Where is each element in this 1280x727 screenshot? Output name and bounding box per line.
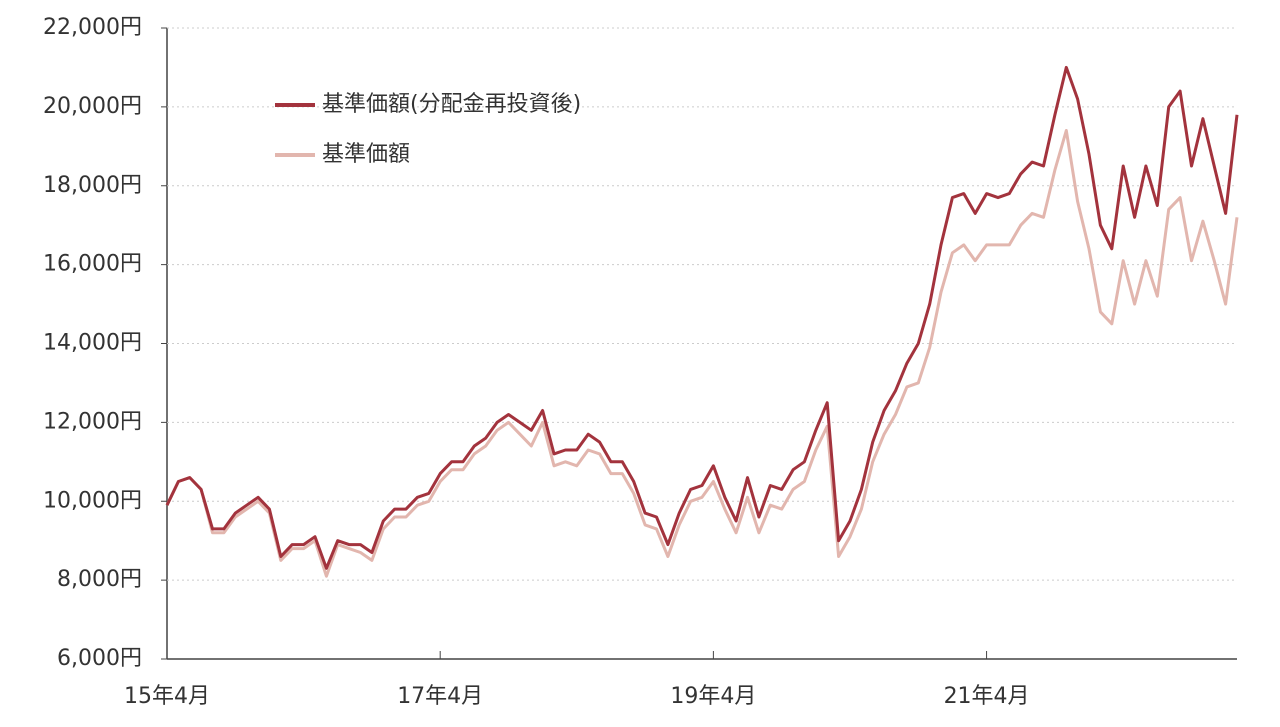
y-tick-label: 8,000円 xyxy=(57,567,142,592)
x-tick-label: 17年4月 xyxy=(397,684,483,709)
y-tick-label: 6,000円 xyxy=(57,646,142,671)
data-line xyxy=(165,129,1239,578)
x-tick-label: 21年4月 xyxy=(944,684,1030,709)
y-tick-label: 22,000円 xyxy=(43,15,142,40)
y-tick-label: 10,000円 xyxy=(43,488,142,513)
y-tick-label: 18,000円 xyxy=(43,173,142,198)
x-tick-label: 19年4月 xyxy=(670,684,756,709)
data-line xyxy=(165,65,1239,570)
legend-label: 基準価額(分配金再投資後) xyxy=(322,92,581,117)
y-tick-label: 14,000円 xyxy=(43,331,142,356)
y-tick-label: 16,000円 xyxy=(43,252,142,277)
x-tick-label: 15年4月 xyxy=(124,684,210,709)
legend-label: 基準価額 xyxy=(322,142,410,167)
y-tick-label: 20,000円 xyxy=(43,94,142,119)
y-tick-label: 12,000円 xyxy=(43,409,142,434)
